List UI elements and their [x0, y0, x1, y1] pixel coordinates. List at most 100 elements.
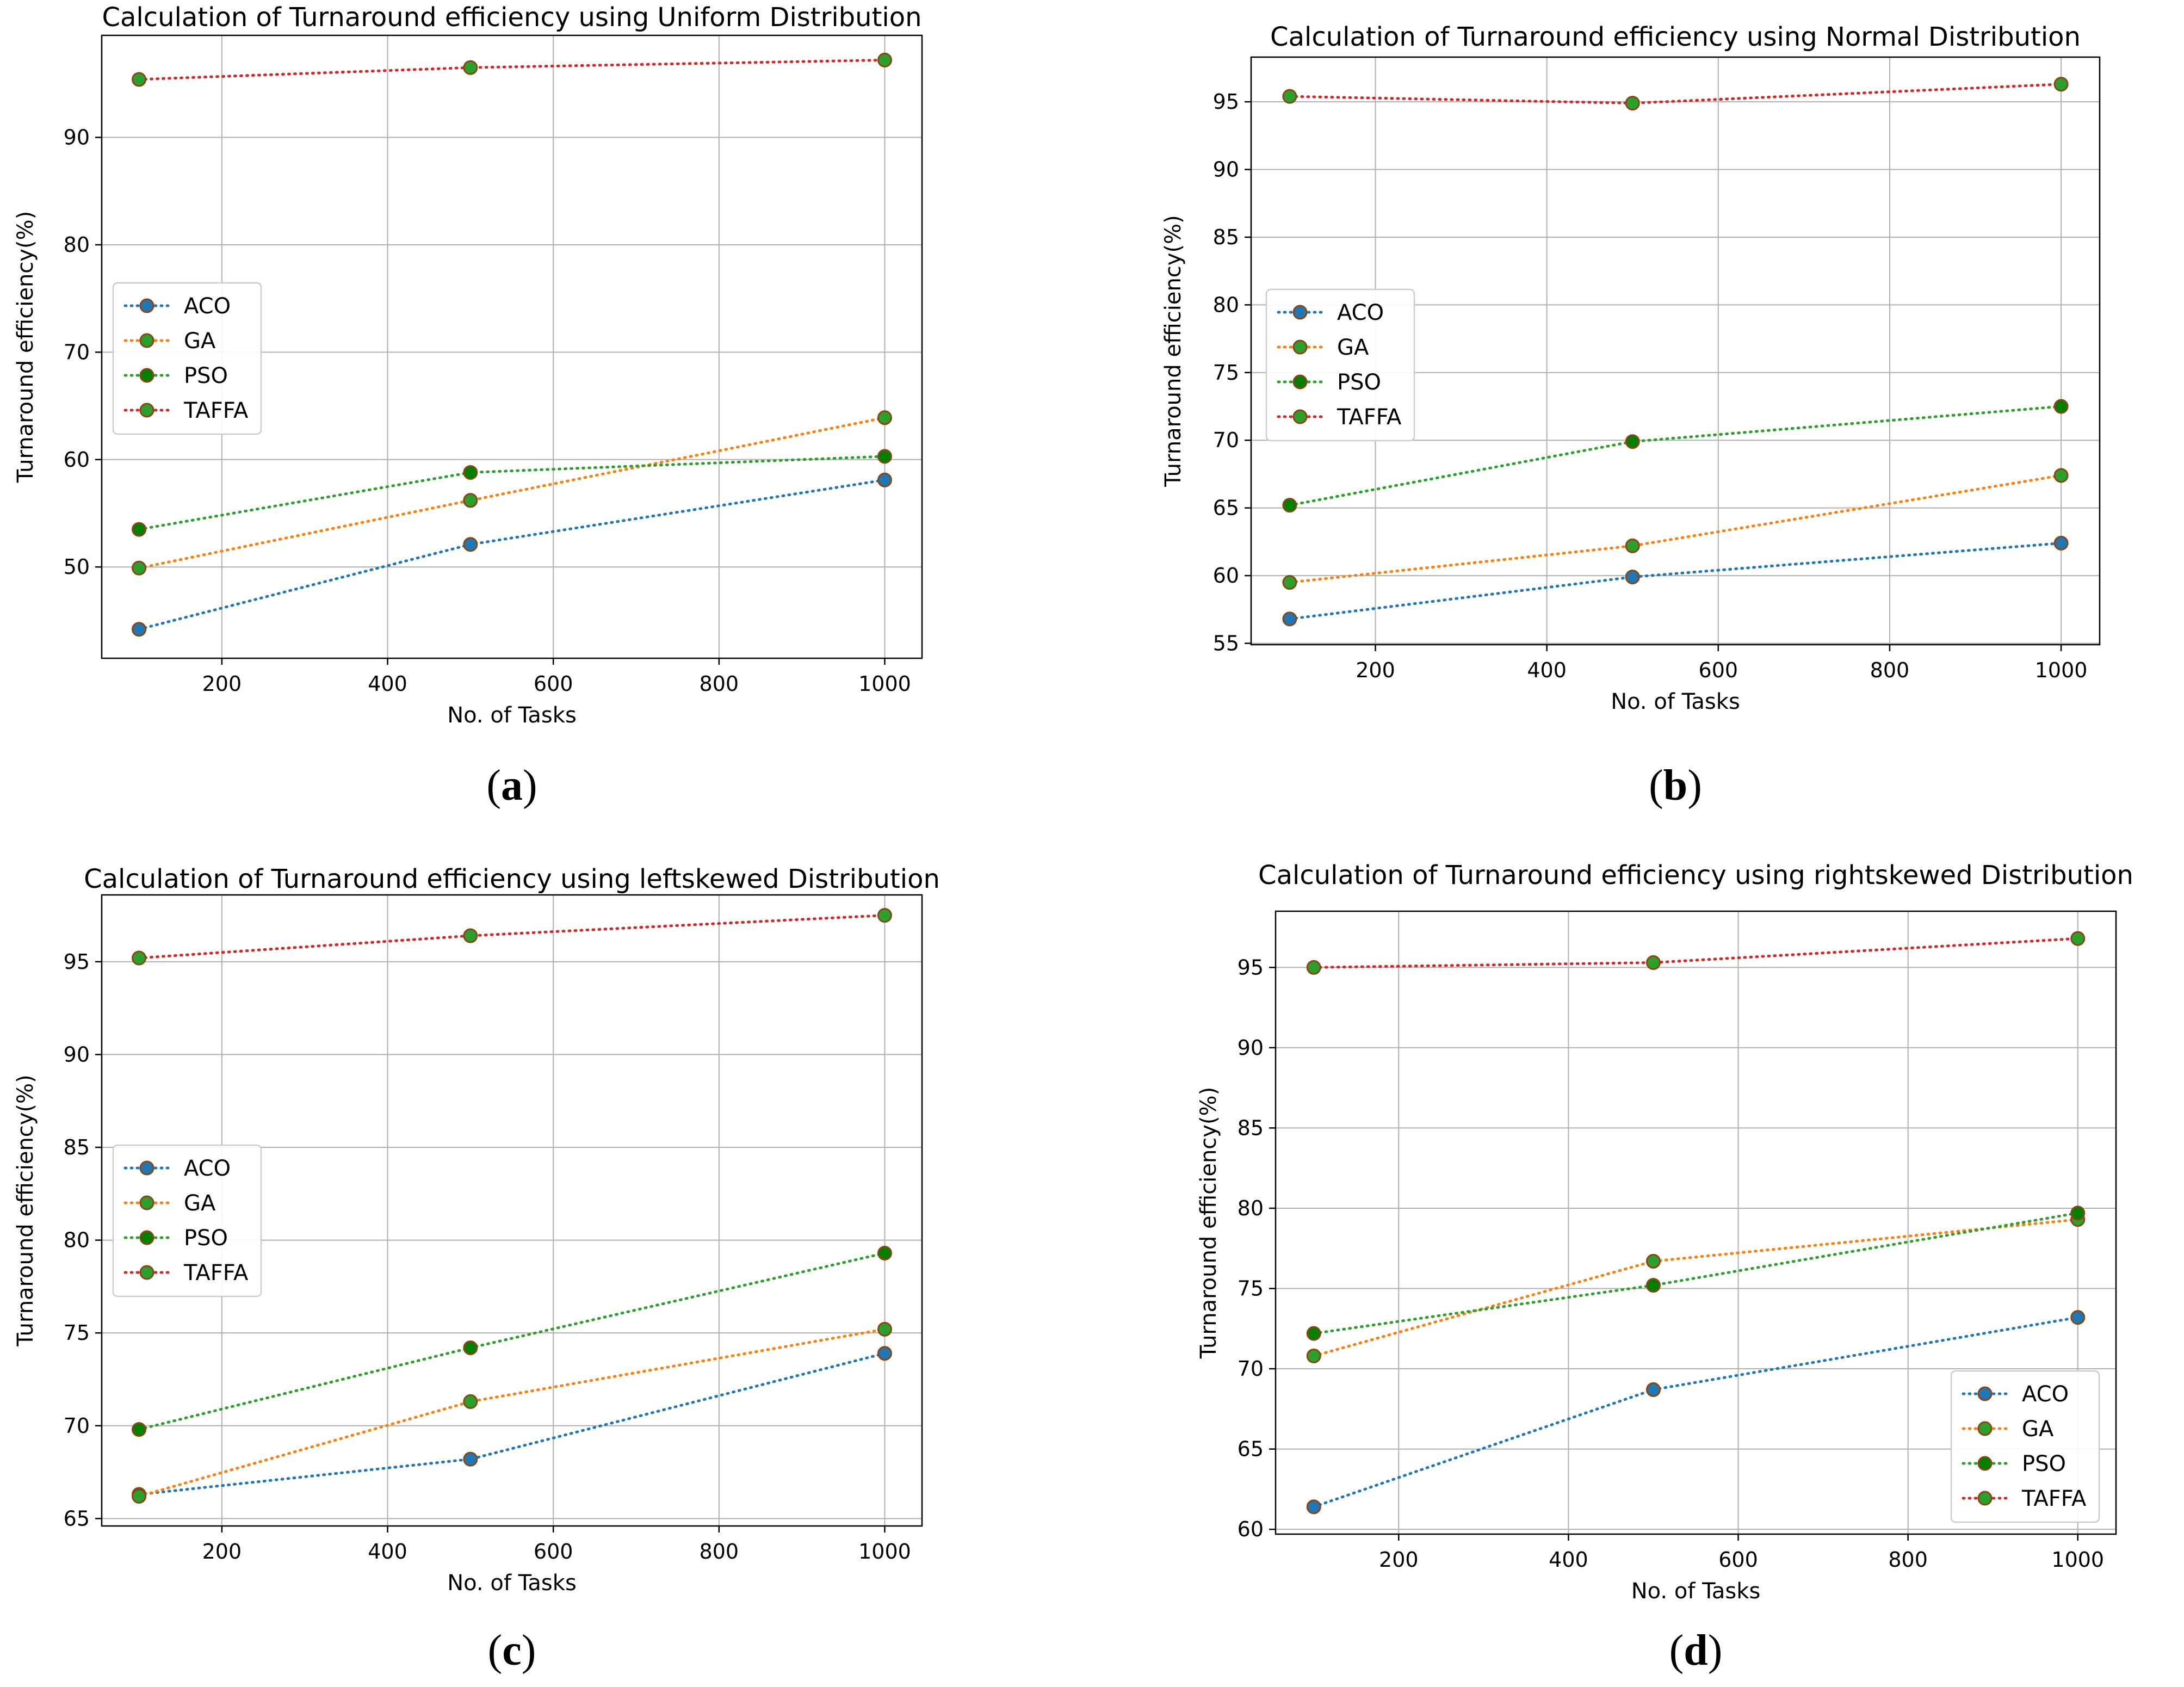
- chart-panel-b: Calculation of Turnaround efficiency usi…: [1161, 22, 2101, 809]
- y-tick-label: 95: [1238, 955, 1264, 979]
- series-line-pso: [138, 455, 886, 531]
- data-point-aco: [1625, 570, 1640, 585]
- data-point-ga: [463, 1394, 478, 1409]
- y-tick-label: 75: [64, 1321, 90, 1345]
- x-tick-label: 600: [534, 1540, 573, 1564]
- legend-box: [1950, 1370, 2100, 1523]
- y-tick-label: 80: [1213, 293, 1239, 317]
- data-point-pso: [877, 1245, 892, 1260]
- legend: ACO GA PSO TAFFA: [1950, 1370, 2100, 1523]
- data-point-taffa: [463, 60, 478, 75]
- y-tick-label: 75: [1213, 361, 1239, 385]
- plot-frame: [1274, 910, 2117, 1535]
- legend-label-taffa: TAFFA: [183, 398, 249, 423]
- x-axis-label: No. of Tasks: [1631, 1579, 1761, 1604]
- y-tick-label: 60: [64, 448, 90, 472]
- data-point-taffa: [1306, 960, 1321, 975]
- y-tick-label: 95: [1213, 90, 1239, 114]
- legend-marker-ga: [1977, 1421, 1993, 1436]
- y-tick-label: 85: [1213, 225, 1239, 249]
- plot-frame: [101, 34, 923, 659]
- series-line-ga: [1288, 474, 2063, 584]
- legend-label-aco: ACO: [184, 294, 231, 319]
- data-point-pso: [1306, 1326, 1321, 1341]
- y-tick-label: 65: [1213, 496, 1239, 520]
- x-tick-label: 800: [1888, 1548, 1928, 1572]
- x-tick-label: 600: [534, 672, 573, 696]
- y-tick-label: 80: [1238, 1196, 1264, 1220]
- legend-marker-ga: [139, 333, 154, 348]
- legend-label-ga: GA: [1337, 335, 1369, 360]
- data-point-ga: [1645, 1253, 1661, 1269]
- data-point-pso: [463, 1340, 478, 1355]
- legend-label-aco: ACO: [1337, 300, 1384, 325]
- data-point-aco: [2070, 1310, 2086, 1325]
- legend-box: [1265, 288, 1415, 442]
- y-tick-label: 65: [64, 1506, 90, 1530]
- legend-marker-ga: [1292, 339, 1308, 355]
- legend-label-ga: GA: [184, 1191, 216, 1216]
- data-point-aco: [2053, 535, 2069, 551]
- legend-marker-taffa: [139, 1265, 154, 1280]
- series-line-ga: [138, 416, 886, 570]
- y-tick-label: 90: [1238, 1036, 1264, 1060]
- legend-marker-taffa: [139, 403, 154, 418]
- legend-label-pso: PSO: [184, 363, 228, 388]
- legend-marker-taffa: [1977, 1491, 1993, 1506]
- y-axis-label: Turnaround efficiency(%): [13, 1074, 38, 1346]
- panel-caption: (b): [1649, 762, 1702, 809]
- series-line-aco: [138, 478, 886, 631]
- series-line-aco: [1288, 541, 2063, 621]
- x-tick-label: 800: [1870, 658, 1910, 682]
- legend-label-pso: PSO: [2022, 1451, 2066, 1476]
- series-line-taffa: [1288, 83, 2063, 105]
- y-axis-label: Turnaround efficiency(%): [13, 211, 38, 483]
- legend: ACO GA PSO TAFFA: [112, 282, 262, 435]
- x-tick-label: 1000: [2051, 1548, 2104, 1572]
- legend-marker-aco: [1977, 1386, 1993, 1401]
- x-tick-label: 800: [700, 672, 739, 696]
- y-tick-label: 50: [64, 555, 90, 579]
- legend-label-aco: ACO: [2022, 1382, 2069, 1407]
- data-point-pso: [132, 1422, 147, 1437]
- x-axis-label: No. of Tasks: [447, 1571, 577, 1596]
- series-line-ga: [1312, 1218, 2080, 1357]
- x-tick-label: 400: [368, 672, 407, 696]
- x-tick-label: 1000: [858, 672, 911, 696]
- x-tick-label: 600: [1718, 1548, 1758, 1572]
- y-tick-label: 90: [64, 126, 90, 150]
- data-point-pso: [877, 449, 892, 464]
- y-tick-label: 85: [64, 1135, 90, 1159]
- plot-frame: [101, 894, 923, 1527]
- data-point-aco: [463, 1451, 478, 1467]
- y-tick-label: 90: [1213, 158, 1239, 182]
- y-tick-label: 65: [1238, 1437, 1264, 1461]
- legend-label-aco: ACO: [184, 1156, 231, 1181]
- y-tick-label: 80: [64, 1228, 90, 1252]
- data-point-taffa: [132, 72, 147, 87]
- data-point-aco: [132, 622, 147, 637]
- x-tick-label: 1000: [858, 1540, 911, 1564]
- data-point-aco: [877, 1346, 892, 1361]
- y-tick-label: 60: [1238, 1517, 1264, 1541]
- legend-marker-pso: [1292, 374, 1308, 390]
- series-line-aco: [138, 1352, 886, 1496]
- x-tick-label: 400: [1549, 1548, 1588, 1572]
- y-tick-label: 70: [1213, 428, 1239, 452]
- x-tick-label: 200: [1379, 1548, 1419, 1572]
- data-point-aco: [1282, 611, 1297, 627]
- legend-label-ga: GA: [184, 329, 216, 354]
- data-point-ga: [132, 560, 147, 576]
- y-tick-label: 70: [1238, 1357, 1264, 1381]
- data-point-ga: [877, 1321, 892, 1337]
- legend-label-taffa: TAFFA: [2021, 1486, 2087, 1511]
- data-point-taffa: [877, 908, 892, 923]
- legend-marker-pso: [1977, 1456, 1993, 1471]
- y-axis-label: Turnaround efficiency(%): [1161, 215, 1186, 487]
- x-axis-label: No. of Tasks: [447, 703, 577, 728]
- panel-caption: (c): [488, 1627, 536, 1674]
- legend-label-taffa: TAFFA: [183, 1260, 249, 1286]
- legend-box: [112, 1144, 262, 1297]
- x-tick-label: 200: [202, 1540, 242, 1564]
